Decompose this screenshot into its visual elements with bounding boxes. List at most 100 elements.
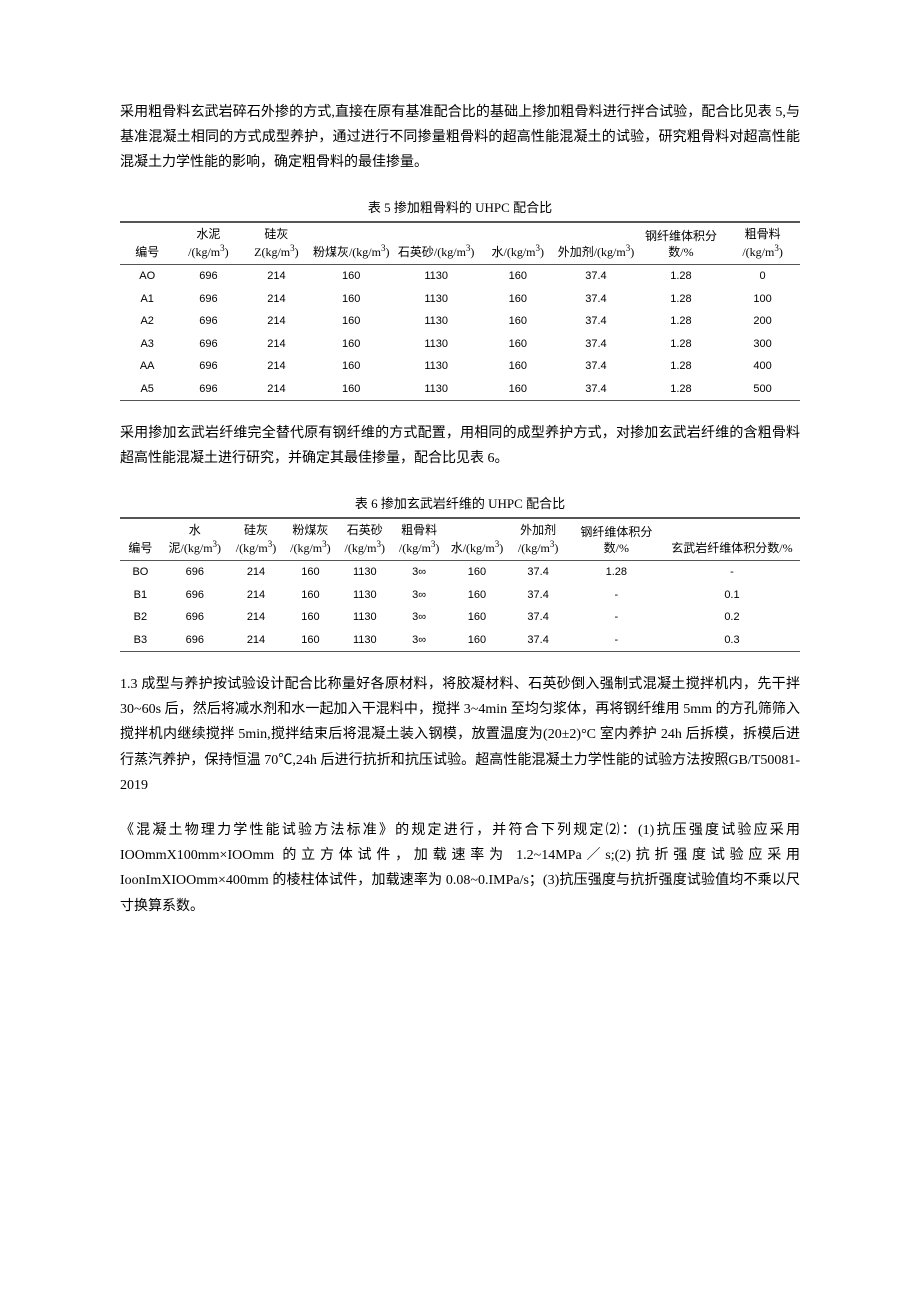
table-cell: 214	[242, 378, 310, 401]
table6: 编号水泥/(kg/m3)硅灰/(kg/m3)粉煤灰/(kg/m3)石英砂/(kg…	[120, 518, 800, 652]
table-cell: AA	[120, 355, 174, 378]
table-cell: 0	[725, 265, 800, 288]
table-cell: 1130	[392, 288, 480, 311]
table-cell: 1130	[392, 355, 480, 378]
table-cell: A5	[120, 378, 174, 401]
column-header: 水/(kg/m3)	[446, 518, 507, 560]
table-header-row: 编号水泥/(kg/m3)硅灰/(kg/m3)粉煤灰/(kg/m3)石英砂/(kg…	[120, 518, 800, 560]
column-header: 石英砂/(kg/m3)	[338, 518, 392, 560]
table5: 编号水泥/(kg/m3)硅灰Z(kg/m3)粉煤灰/(kg/m3)石英砂/(kg…	[120, 222, 800, 401]
table-cell: 37.4	[508, 629, 569, 652]
table-cell: -	[569, 606, 664, 629]
table-cell: 160	[310, 355, 392, 378]
table5-caption: 表 5 掺加粗骨料的 UHPC 配合比	[120, 196, 800, 219]
table-cell: 160	[480, 355, 555, 378]
table-cell: 37.4	[555, 333, 637, 356]
table-cell: 160	[446, 561, 507, 584]
table-cell: 1.28	[637, 355, 725, 378]
table-cell: 37.4	[508, 606, 569, 629]
method-paragraph-1: 1.3 成型与养护按试验设计配合比称量好各原材料，将胶凝材料、石英砂倒入强制式混…	[120, 672, 800, 798]
column-header: 外加剂/(kg/m3)	[555, 222, 637, 264]
table-cell: 160	[283, 606, 337, 629]
table-cell: 696	[161, 629, 229, 652]
table-cell: 696	[161, 606, 229, 629]
table-cell: 37.4	[555, 265, 637, 288]
table-cell: 1.28	[637, 333, 725, 356]
table-cell: 0.1	[664, 584, 800, 607]
table-cell: 160	[283, 561, 337, 584]
table-cell: 1130	[338, 584, 392, 607]
table-cell: 160	[310, 310, 392, 333]
table-row: B369621416011303∞16037.4-0.3	[120, 629, 800, 652]
table-cell: 1130	[392, 310, 480, 333]
table-cell: 160	[480, 333, 555, 356]
table-cell: B1	[120, 584, 161, 607]
column-header: 玄武岩纤维体积分数/%	[664, 518, 800, 560]
column-header: 水/(kg/m3)	[480, 222, 555, 264]
table-cell: B2	[120, 606, 161, 629]
table-cell: 1130	[338, 629, 392, 652]
table-cell: A2	[120, 310, 174, 333]
table5-body: AO696214160113016037.41.280A169621416011…	[120, 265, 800, 401]
column-header: 粗骨料/(kg/m3)	[725, 222, 800, 264]
table-row: BO69621416011303∞16037.41.28-	[120, 561, 800, 584]
table-cell: 3∞	[392, 606, 446, 629]
table6-head: 编号水泥/(kg/m3)硅灰/(kg/m3)粉煤灰/(kg/m3)石英砂/(kg…	[120, 518, 800, 560]
column-header: 石英砂/(kg/m3)	[392, 222, 480, 264]
table-cell: 37.4	[555, 288, 637, 311]
table-cell: 3∞	[392, 629, 446, 652]
table-cell: 160	[480, 288, 555, 311]
table-cell: 214	[229, 606, 283, 629]
table-cell: 214	[229, 629, 283, 652]
table-cell: 37.4	[508, 561, 569, 584]
table-cell: 696	[174, 310, 242, 333]
table-cell: 214	[242, 355, 310, 378]
table-cell: A1	[120, 288, 174, 311]
table-cell: -	[664, 561, 800, 584]
table-cell: 214	[242, 333, 310, 356]
table-row: A1696214160113016037.41.28100	[120, 288, 800, 311]
table-cell: 400	[725, 355, 800, 378]
intro-paragraph-2: 采用掺加玄武岩纤维完全替代原有钢纤维的方式配置，用相同的成型养护方式，对掺加玄武…	[120, 421, 800, 471]
table-cell: -	[569, 584, 664, 607]
table-row: B169621416011303∞16037.4-0.1	[120, 584, 800, 607]
table-cell: 100	[725, 288, 800, 311]
table-cell: 37.4	[555, 310, 637, 333]
table-cell: 300	[725, 333, 800, 356]
table-cell: 160	[310, 288, 392, 311]
table-cell: 160	[446, 606, 507, 629]
table-cell: 160	[480, 310, 555, 333]
table-cell: 214	[242, 288, 310, 311]
table-cell: 0.3	[664, 629, 800, 652]
table-cell: 160	[283, 584, 337, 607]
table5-head: 编号水泥/(kg/m3)硅灰Z(kg/m3)粉煤灰/(kg/m3)石英砂/(kg…	[120, 222, 800, 264]
table-cell: 160	[283, 629, 337, 652]
table6-body: BO69621416011303∞16037.41.28-B1696214160…	[120, 561, 800, 652]
column-header: 钢纤维体积分数/%	[569, 518, 664, 560]
table-cell: 160	[446, 629, 507, 652]
column-header: 水泥/(kg/m3)	[161, 518, 229, 560]
table-row: AO696214160113016037.41.280	[120, 265, 800, 288]
table-row: A2696214160113016037.41.28200	[120, 310, 800, 333]
table-cell: 1130	[338, 561, 392, 584]
table-cell: 1130	[338, 606, 392, 629]
column-header: 水泥/(kg/m3)	[174, 222, 242, 264]
table-cell: B3	[120, 629, 161, 652]
table-row: A3696214160113016037.41.28300	[120, 333, 800, 356]
table-cell: 696	[174, 355, 242, 378]
table-cell: 160	[446, 584, 507, 607]
table-cell: 160	[480, 265, 555, 288]
table-row: B269621416011303∞16037.4-0.2	[120, 606, 800, 629]
table-row: A5696214160113016037.41.28500	[120, 378, 800, 401]
table-cell: 1.28	[637, 378, 725, 401]
table-cell: 1130	[392, 333, 480, 356]
table-cell: BO	[120, 561, 161, 584]
intro-paragraph-1: 采用粗骨料玄武岩碎石外掺的方式,直接在原有基准配合比的基础上掺加粗骨料进行拌合试…	[120, 100, 800, 176]
table-cell: 1130	[392, 378, 480, 401]
table-cell: 696	[174, 288, 242, 311]
table-cell: 0.2	[664, 606, 800, 629]
table6-caption: 表 6 掺加玄武岩纤维的 UHPC 配合比	[120, 492, 800, 515]
table-cell: 160	[310, 265, 392, 288]
column-header: 钢纤维体积分数/%	[637, 222, 725, 264]
table-cell: A3	[120, 333, 174, 356]
